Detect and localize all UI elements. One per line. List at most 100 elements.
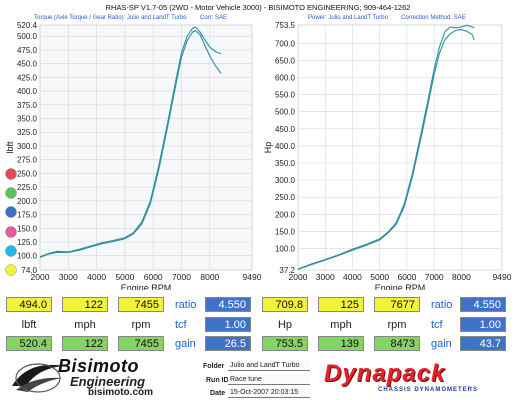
left-peak-rpm: 7455	[118, 336, 164, 351]
right-tcf-label: tcf	[431, 319, 443, 331]
left-torque-readout: 494.0	[6, 297, 52, 312]
power-y-tick-label: 150.0	[275, 227, 296, 236]
power-y-axis-label: Hp	[263, 142, 273, 154]
right-gain-value: 43.7	[460, 336, 506, 351]
left-ratio-label: ratio	[175, 299, 197, 311]
torque-y-tick-label: 375.0	[17, 101, 38, 110]
left-unit-mph: mph	[74, 319, 96, 331]
left-peak-torque: 520.4	[6, 336, 52, 351]
torque-x-tick-label: 6000	[144, 272, 163, 282]
bisimoto-brand: Bisimoto	[58, 356, 140, 376]
right-power-readout: 709.8	[262, 297, 308, 312]
torque-x-tick-label: 8000	[200, 272, 219, 282]
torque-caption: Torque (Axle Torque / Gear Ratio): Julio…	[34, 15, 187, 21]
indicator-dot-1	[5, 168, 17, 180]
torque-y-tick-label: 475.0	[17, 46, 38, 55]
torque-y-tick-label: 100.0	[17, 252, 38, 261]
torque-x-tick-label: 9490	[243, 272, 262, 282]
power-x-tick-label: 3000	[316, 272, 335, 282]
right-rpm-readout: 7677	[374, 297, 420, 312]
power-x-tick-label: 5000	[370, 272, 389, 282]
power-series-2-line	[297, 29, 475, 270]
color-indicators	[5, 168, 17, 276]
power-y-tick-label: 450.0	[275, 125, 296, 134]
power-chart: 2000 3000 4000 5000 6000 7000 8000 9490 753.5 700…	[263, 21, 512, 290]
dynapack-logo: Dynapack CHASSIS DYNAMOMETERS	[318, 360, 504, 398]
torque-chart: 2000 3000 4000 5000 6000 7000 8000 9490 520.4 500…	[5, 21, 262, 290]
left-tcf-label: tcf	[175, 319, 187, 331]
torque-y-tick-label: 400.0	[17, 87, 38, 96]
torque-plot-bg	[40, 25, 252, 270]
right-peak-mph: 139	[318, 336, 364, 351]
right-peak-power: 753.5	[262, 336, 308, 351]
bisimoto-logo: Bisimoto Engineering bisimoto.com	[8, 356, 198, 398]
left-mph-readout: 122	[62, 297, 108, 312]
runid-label: Run ID	[206, 377, 229, 384]
date-value: 15-Oct-2007 20:03:15	[228, 388, 310, 398]
torque-y-tick-label: 250.0	[17, 169, 38, 178]
indicator-dot-3	[5, 206, 17, 218]
torque-y-tick-label: 325.0	[17, 128, 38, 137]
torque-y-tick-label: 300.0	[17, 142, 38, 151]
torque-x-tick-label: 2000	[31, 272, 50, 282]
torque-y-tick-label: 350.0	[17, 115, 38, 124]
folder-value: Julio and LandT Turbo	[228, 361, 310, 371]
power-y-tick-label: 753.5	[275, 21, 296, 30]
power-series-1-line	[297, 24, 475, 270]
left-gain-label: gain	[175, 338, 196, 350]
power-x-tick-label: 4000	[343, 272, 362, 282]
torque-x-axis-label: Engine RPM	[121, 283, 172, 290]
power-y-tick-label: 300.0	[275, 176, 296, 185]
left-peak-mph: 122	[62, 336, 108, 351]
power-y-tick-label: 350.0	[275, 159, 296, 168]
torque-series-1-line	[39, 26, 222, 258]
right-unit-rpm: rpm	[387, 319, 407, 331]
torque-y-axis-label: lbft	[5, 141, 15, 154]
power-y-tick-label: 700.0	[275, 39, 296, 48]
power-caption: Power: Julio and LandT Turbo	[308, 15, 389, 21]
indicator-dot-4	[5, 226, 17, 238]
runid-value: Race tune	[228, 375, 310, 385]
torque-y-tick-label: 450.0	[17, 60, 38, 69]
torque-y-tick-label: 74.0	[21, 266, 37, 275]
power-y-tick-label: 400.0	[275, 142, 296, 151]
left-rpm-readout: 7455	[118, 297, 164, 312]
right-tcf-value[interactable]: 1.00	[460, 317, 506, 332]
torque-y-tick-label: 425.0	[17, 73, 38, 82]
power-x-tick-label: 8000	[452, 272, 471, 282]
torque-x-tick-label: 3000	[59, 272, 78, 282]
folder-label: Folder	[203, 363, 225, 370]
left-ratio-value[interactable]: 4.550	[205, 297, 251, 312]
indicator-dot-2	[5, 187, 17, 199]
right-ratio-value[interactable]: 4.550	[460, 297, 506, 312]
right-ratio-label: ratio	[431, 299, 453, 311]
torque-y-tick-label: 520.4	[17, 21, 38, 30]
power-x-tick-label: 2000	[289, 272, 308, 282]
power-y-tick-label: 100.0	[275, 245, 296, 254]
date-label: Date	[210, 390, 226, 397]
right-mph-readout: 125	[318, 297, 364, 312]
power-y-tick-label: 37.2	[279, 266, 295, 275]
torque-series-2-line	[39, 30, 222, 258]
power-y-tick-label: 550.0	[275, 91, 296, 100]
torque-y-tick-label: 200.0	[17, 197, 38, 206]
power-plot-frame	[297, 24, 503, 271]
power-x-tick-label: 7000	[425, 272, 444, 282]
dynapack-sub: CHASSIS DYNAMOMETERS	[378, 387, 479, 393]
torque-x-tick-label: 4000	[87, 272, 106, 282]
torque-corr: Corr: SAE	[200, 15, 227, 21]
dynapack-brand: Dynapack	[324, 360, 446, 387]
power-y-tick-label: 200.0	[275, 210, 296, 219]
torque-y-tick-label: 175.0	[17, 211, 38, 220]
torque-y-tick-label: 500.0	[17, 32, 38, 41]
power-x-tick-label: 9490	[493, 272, 512, 282]
left-tcf-value[interactable]: 1.00	[205, 317, 251, 332]
torque-x-tick-label: 5000	[115, 272, 134, 282]
torque-y-tick-label: 150.0	[17, 224, 38, 233]
left-gain-value: 26.5	[205, 336, 251, 351]
indicator-dot-5	[5, 245, 17, 257]
power-y-tick-label: 250.0	[275, 193, 296, 202]
right-gain-label: gain	[431, 338, 452, 350]
power-corr: Correction Method: SAE	[401, 15, 466, 21]
bisimoto-sub: Engineering	[70, 374, 146, 389]
